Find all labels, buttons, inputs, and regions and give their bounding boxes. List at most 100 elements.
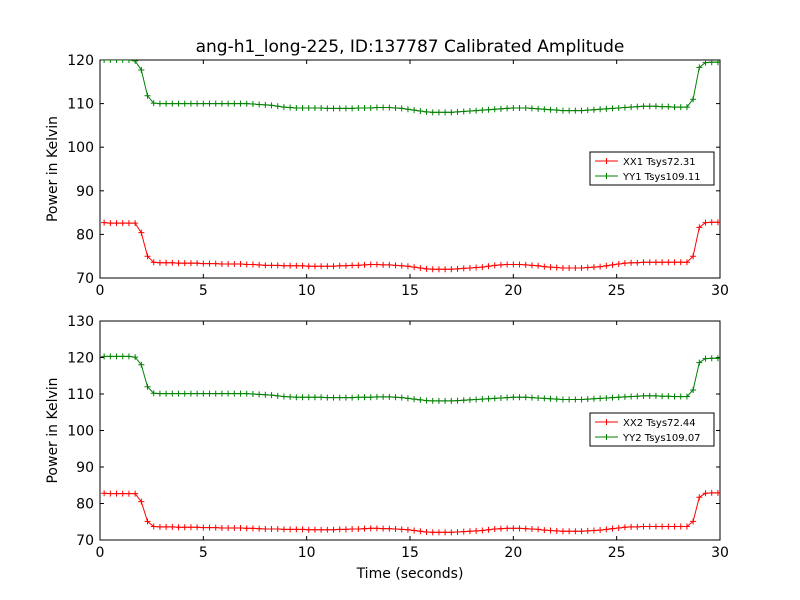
data-point-marker xyxy=(497,525,504,532)
data-point-marker xyxy=(163,100,170,107)
data-point-marker xyxy=(256,261,263,268)
data-point-marker xyxy=(609,105,616,112)
y-tick-label: 110 xyxy=(67,387,94,403)
data-point-marker xyxy=(646,392,653,399)
y-tick-label: 130 xyxy=(67,314,94,330)
chart-title: ang-h1_long-225, ID:137787 Calibrated Am… xyxy=(196,37,625,57)
data-point-marker xyxy=(429,397,436,404)
data-point-marker xyxy=(355,526,362,533)
y-tick-label: 100 xyxy=(67,424,94,440)
data-point-marker xyxy=(367,525,374,532)
data-point-marker xyxy=(516,525,523,532)
data-point-marker xyxy=(708,219,715,226)
data-point-marker xyxy=(690,253,697,260)
data-point-marker xyxy=(466,108,473,115)
data-point-marker xyxy=(460,265,467,272)
data-point-marker xyxy=(380,525,387,532)
data-point-marker xyxy=(609,394,616,401)
data-point-marker xyxy=(479,396,486,403)
data-point-marker xyxy=(522,394,529,401)
data-point-marker xyxy=(256,525,263,532)
data-point-marker xyxy=(448,266,455,273)
data-point-marker xyxy=(541,106,548,113)
data-point-marker xyxy=(485,526,492,533)
data-point-marker xyxy=(702,219,709,226)
x-tick-label: 30 xyxy=(711,545,729,561)
data-point-marker xyxy=(665,393,672,400)
data-point-marker xyxy=(516,394,523,401)
data-point-marker xyxy=(293,104,300,111)
data-point-marker xyxy=(107,60,114,63)
bottom-plot: 0 5 10 15 20 25 30 70 80 90 100 110 120 130 Power in K… xyxy=(45,314,729,561)
data-point-marker xyxy=(708,355,715,362)
legend-marker xyxy=(603,158,610,164)
data-point-marker xyxy=(361,261,368,268)
data-point-marker xyxy=(194,524,201,531)
data-point-marker xyxy=(212,100,219,107)
data-point-marker xyxy=(200,390,207,397)
data-point-marker xyxy=(572,528,579,535)
data-point-marker xyxy=(293,526,300,533)
y-tick-label: 90 xyxy=(76,460,94,476)
data-point-marker xyxy=(274,103,281,110)
data-point-marker xyxy=(125,60,132,63)
data-point-marker xyxy=(559,107,566,114)
data-point-marker xyxy=(237,524,244,531)
data-point-marker xyxy=(336,262,343,269)
data-point-marker xyxy=(206,100,213,107)
data-point-marker xyxy=(342,394,349,401)
y-tick-label: 120 xyxy=(67,351,94,367)
data-point-marker xyxy=(497,105,504,112)
data-point-marker xyxy=(553,264,560,271)
data-point-marker xyxy=(411,107,418,114)
data-point-marker xyxy=(280,262,287,269)
data-point-marker xyxy=(249,525,256,532)
data-point-marker xyxy=(200,524,207,531)
data-point-marker xyxy=(175,390,182,397)
data-point-marker xyxy=(566,107,573,114)
data-point-marker xyxy=(603,105,610,112)
data-point-marker xyxy=(659,103,666,110)
data-point-marker xyxy=(677,104,684,111)
data-point-marker xyxy=(225,390,232,397)
data-point-marker xyxy=(677,523,684,530)
data-point-marker xyxy=(597,106,604,113)
data-point-marker xyxy=(504,105,511,112)
x-tick-label: 20 xyxy=(504,545,522,561)
data-point-marker xyxy=(113,353,120,360)
data-point-marker xyxy=(169,100,176,107)
data-point-marker xyxy=(138,361,145,368)
data-point-marker xyxy=(702,355,709,362)
data-point-marker xyxy=(504,261,511,268)
data-point-marker xyxy=(708,60,715,66)
data-point-marker xyxy=(621,524,628,531)
data-point-marker xyxy=(293,262,300,269)
data-point-marker xyxy=(603,526,610,533)
data-point-marker xyxy=(504,394,511,401)
data-point-marker xyxy=(460,397,467,404)
data-point-marker xyxy=(163,259,170,266)
data-point-marker xyxy=(287,526,294,533)
data-point-marker xyxy=(677,393,684,400)
data-point-marker xyxy=(559,396,566,403)
data-point-marker xyxy=(584,396,591,403)
data-point-marker xyxy=(597,527,604,534)
data-point-marker xyxy=(572,264,579,271)
data-point-marker xyxy=(442,266,449,273)
data-point-marker xyxy=(516,104,523,111)
data-point-marker xyxy=(299,104,306,111)
data-point-marker xyxy=(454,397,461,404)
data-point-marker xyxy=(479,527,486,534)
data-point-marker xyxy=(423,397,430,404)
data-point-marker xyxy=(423,108,430,115)
data-point-marker xyxy=(218,261,225,268)
data-point-marker xyxy=(491,395,498,402)
data-point-marker xyxy=(367,394,374,401)
data-point-marker xyxy=(101,219,108,226)
data-point-marker xyxy=(330,263,337,270)
data-point-marker xyxy=(206,524,213,531)
data-point-marker xyxy=(516,261,523,268)
data-point-marker xyxy=(696,224,703,231)
data-point-marker xyxy=(150,523,157,530)
data-point-marker xyxy=(609,525,616,532)
